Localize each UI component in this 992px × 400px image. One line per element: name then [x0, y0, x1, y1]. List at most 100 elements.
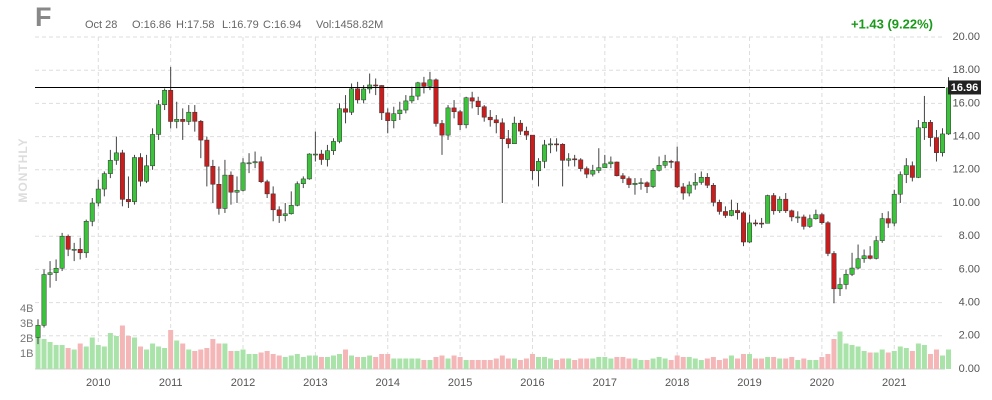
candle-body	[252, 161, 258, 164]
volume-bar	[77, 343, 83, 369]
volume-bar	[282, 357, 288, 369]
volume-bar	[469, 360, 475, 369]
volume-bar	[210, 339, 216, 369]
volume-bar	[349, 355, 355, 369]
volume-bar	[89, 337, 95, 369]
candle-body	[650, 170, 656, 187]
volume-bar	[548, 358, 554, 369]
candle-body	[523, 130, 529, 136]
volume-bar	[656, 357, 662, 369]
candle-body	[729, 210, 734, 216]
candle-body	[427, 79, 433, 87]
volume-bar	[71, 349, 77, 369]
volume-bar	[650, 358, 656, 369]
volume-bar	[698, 360, 704, 369]
candle-body	[692, 182, 698, 186]
volume-bar	[228, 351, 234, 369]
candle-body	[59, 235, 65, 269]
candle-body	[517, 122, 523, 132]
volume-tick-label: 2B	[20, 333, 33, 345]
volume-bar	[246, 354, 252, 369]
volume-bar	[710, 357, 716, 369]
y-tick-label: 6.00	[959, 263, 980, 275]
volume-bar	[813, 360, 819, 369]
candle-body	[614, 161, 620, 177]
candle-body	[620, 175, 626, 179]
x-tick-label: 2010	[86, 377, 110, 389]
volume-bar	[216, 343, 222, 369]
volume-bar	[150, 343, 156, 369]
volume-bar	[463, 360, 469, 369]
candle-body	[777, 198, 783, 212]
volume-bar	[451, 355, 457, 369]
candle-body	[457, 111, 463, 126]
y-tick-label: 0.00	[959, 363, 980, 375]
volume-bar	[337, 354, 342, 369]
candle-body	[77, 249, 83, 254]
volume-bar	[759, 358, 765, 369]
candle-body	[186, 111, 192, 122]
candle-body	[421, 82, 427, 87]
candle-body	[294, 183, 300, 206]
volume-bar	[499, 355, 505, 369]
volume-bar	[439, 355, 445, 369]
volume-bar	[379, 354, 385, 369]
candle-body	[343, 108, 348, 113]
volume-bar	[144, 349, 150, 369]
volume-bar	[415, 358, 421, 369]
y-tick-label: 16.00	[952, 97, 980, 109]
volume-bar	[294, 354, 300, 369]
date: Oct 28	[85, 19, 117, 31]
candle-body	[801, 216, 807, 227]
candle-body	[228, 174, 234, 193]
candle-body	[716, 202, 722, 212]
volume-bar	[608, 358, 614, 369]
volume-bar	[427, 360, 433, 369]
volume-bar	[264, 351, 270, 369]
candle-body	[686, 184, 692, 194]
candle-body	[337, 108, 342, 142]
candle-body	[825, 222, 831, 254]
candle-body	[566, 158, 572, 161]
volume-bar	[584, 358, 590, 369]
volume-bar	[921, 345, 927, 369]
candle-body	[753, 222, 759, 225]
candle-body	[819, 214, 825, 224]
volume-bar	[270, 354, 276, 369]
volume-bar	[35, 336, 41, 369]
volume-bar	[789, 357, 795, 369]
volume-bar	[873, 352, 879, 369]
low-text: L:16.79	[222, 19, 259, 31]
candle-body	[644, 182, 650, 187]
candles	[35, 66, 951, 345]
volume-bar	[741, 354, 747, 369]
volume-bar	[596, 357, 602, 369]
volume-bar	[909, 351, 915, 369]
candle-body	[35, 325, 41, 338]
volume-bar	[578, 358, 584, 369]
candle-body	[89, 202, 95, 222]
open-text: O:16.86	[132, 19, 171, 31]
candle-body	[276, 209, 282, 216]
volume-bar	[529, 354, 535, 369]
volume-bar	[65, 348, 71, 369]
candle-body	[475, 100, 481, 107]
candle-body	[138, 157, 143, 182]
volume-bar	[722, 358, 728, 369]
candle-body	[783, 198, 789, 212]
candle-body	[204, 139, 210, 167]
candle-body	[222, 174, 228, 209]
volume-bar	[542, 357, 548, 369]
candle-body	[481, 106, 487, 118]
volume-bar	[397, 358, 403, 369]
candle-body	[415, 82, 421, 97]
volume-bar	[174, 340, 180, 369]
volume-bar	[819, 357, 825, 369]
candle-body	[879, 218, 885, 241]
volume-bar	[644, 360, 650, 369]
candle-body	[710, 184, 716, 203]
volume-bar	[361, 357, 367, 369]
y-tick-label: 8.00	[959, 230, 980, 242]
volume-bar	[300, 357, 306, 369]
candle-body	[831, 253, 837, 290]
